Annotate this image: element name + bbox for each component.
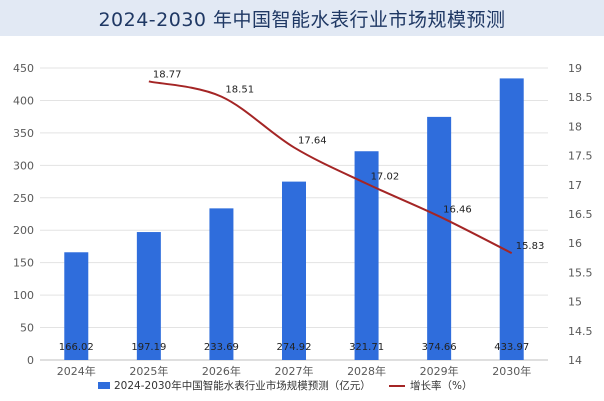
y-right-tick-16: 16: [568, 237, 582, 250]
y-left-tick-350: 350: [13, 127, 34, 140]
line-label-2029年: 16.46: [443, 204, 472, 215]
line-label-2026年: 18.51: [225, 85, 254, 96]
y-right-tick-18.5: 18.5: [568, 91, 593, 104]
y-left-tick-100: 100: [13, 289, 34, 302]
bar-label-2025年: 197.19: [131, 342, 166, 353]
y-left-tick-50: 50: [20, 322, 34, 335]
bar-label-2030年: 433.97: [494, 342, 529, 353]
bar-label-2024年: 166.02: [59, 342, 94, 353]
x-tick-2028年: 2028年: [347, 364, 386, 378]
line-label-2030年: 15.83: [516, 241, 545, 252]
bar-2026年: [209, 208, 234, 360]
chart-title: 2024-2030 年中国智能水表行业市场规模预测: [98, 9, 506, 31]
legend-label-line: 增长率（%）: [410, 379, 472, 392]
line-label-2028年: 17.02: [371, 172, 400, 183]
y-right-tick-14: 14: [568, 354, 582, 367]
bar-label-2027年: 274.92: [277, 342, 312, 353]
legend-label-bar: 2024-2030年中国智能水表行业市场规模预测（亿元）: [114, 379, 371, 392]
bar-2029年: [427, 116, 452, 360]
bar-2027年: [282, 181, 306, 360]
y-right-tick-15: 15: [568, 296, 582, 309]
y-right-tick-18: 18: [568, 120, 582, 133]
y-left-tick-250: 250: [13, 192, 34, 205]
x-tick-2030年: 2030年: [492, 364, 531, 378]
bar-2030年: [499, 78, 524, 361]
growth-rate-line: [148, 80, 513, 255]
legend-swatch-bar: [98, 382, 110, 389]
y-right-tick-17: 17: [568, 179, 582, 192]
y-left-tick-400: 400: [13, 94, 34, 107]
x-tick-2025年: 2025年: [129, 364, 168, 378]
y-right-tick-17.5: 17.5: [568, 150, 593, 163]
line-label-2027年: 17.64: [298, 135, 327, 146]
y-left-tick-450: 450: [13, 62, 34, 75]
bar-label-2029年: 374.66: [422, 342, 457, 353]
bar-2024年: [64, 252, 89, 360]
bar-label-2026年: 233.69: [204, 342, 239, 353]
title-banner: [0, 0, 604, 36]
bar-label-2028年: 321.71: [349, 342, 384, 353]
y-right-tick-16.5: 16.5: [568, 208, 593, 221]
y-right-tick-14.5: 14.5: [568, 325, 593, 338]
x-tick-2027年: 2027年: [275, 364, 314, 378]
y-left-tick-150: 150: [13, 257, 34, 270]
bar-2025年: [136, 232, 161, 360]
bar-2028年: [354, 151, 379, 360]
x-tick-2024年: 2024年: [57, 364, 96, 378]
y-right-tick-19: 19: [568, 62, 582, 75]
line-label-2025年: 18.77: [153, 69, 182, 80]
y-right-tick-15.5: 15.5: [568, 266, 593, 279]
y-left-tick-200: 200: [13, 224, 34, 237]
x-tick-2026年: 2026年: [202, 364, 241, 378]
y-left-tick-0: 0: [27, 354, 34, 367]
y-left-tick-300: 300: [13, 159, 34, 172]
x-tick-2029年: 2029年: [420, 364, 459, 378]
